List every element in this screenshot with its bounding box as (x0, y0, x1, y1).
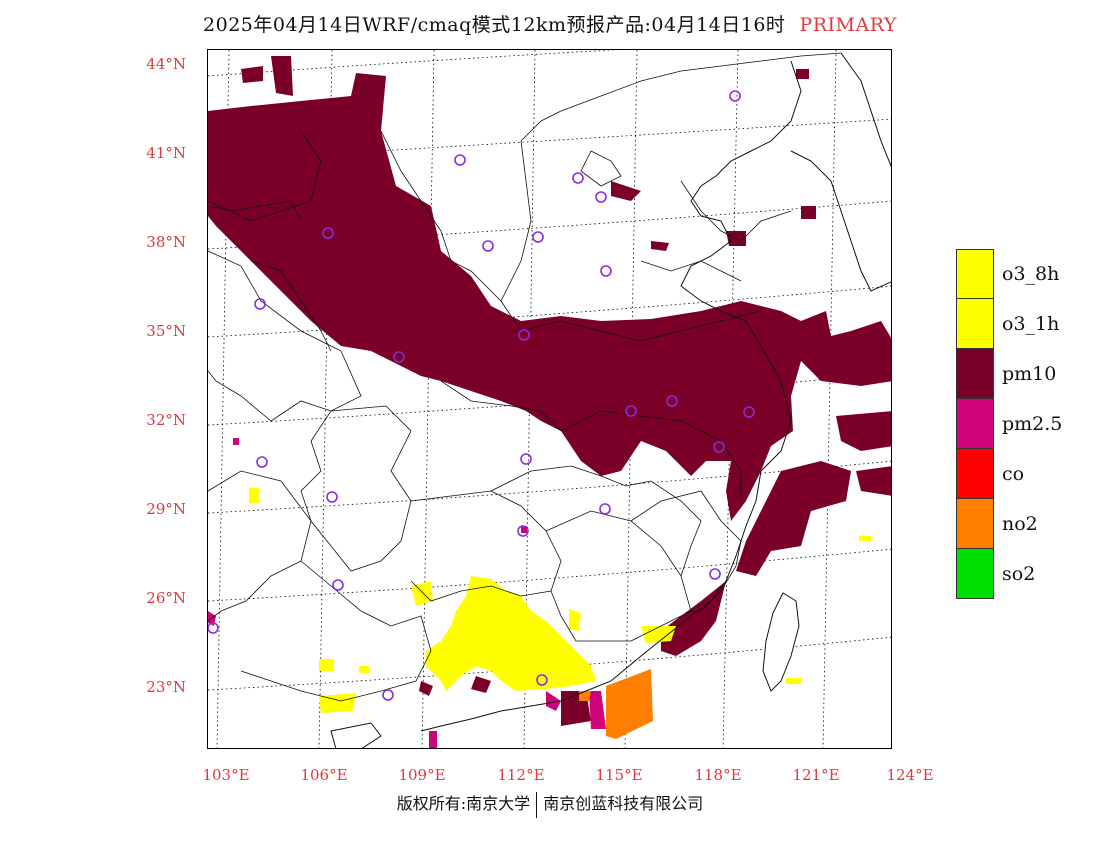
footer-left: 版权所有:南京大学 (396, 794, 531, 813)
lon-label-103: 103°E (202, 766, 250, 784)
pm25-region (208, 438, 606, 748)
lat-label-44: 44°N (146, 55, 186, 73)
map-title: 2025年04月14日WRF/cmaq模式12km预报产品:04月14日16时 P… (0, 10, 1100, 37)
legend-item-no2: no2 (956, 499, 1062, 549)
title-tag: PRIMARY (799, 14, 897, 36)
legend-swatch (956, 399, 994, 449)
legend-swatch (956, 249, 994, 299)
o3-region (249, 488, 871, 713)
legend-item-o3-1h: o3_1h (956, 299, 1062, 349)
coastline (420, 52, 891, 732)
lon-label-109: 109°E (398, 766, 446, 784)
lat-label-32: 32°N (146, 411, 186, 429)
lat-label-29: 29°N (146, 500, 186, 518)
lat-label-23: 23°N (146, 678, 186, 696)
footer-separator (536, 791, 538, 818)
lon-label-106: 106°E (300, 766, 348, 784)
lon-label-115: 115°E (595, 766, 643, 784)
lon-label-118: 118°E (694, 766, 742, 784)
legend-label: no2 (1002, 513, 1038, 535)
legend-label: o3_1h (1002, 313, 1060, 335)
legend-item-pm25: pm2.5 (956, 399, 1062, 449)
lat-label-38: 38°N (146, 233, 186, 251)
legend-item-so2: so2 (956, 549, 1062, 599)
footer-right: 南京创蓝科技有限公司 (543, 794, 704, 813)
map-panel[interactable] (207, 49, 892, 749)
legend-item-o3-8h: o3_8h (956, 249, 1062, 299)
hainan-outline (330, 722, 382, 748)
legend-item-co: co (956, 449, 1062, 499)
station-markers (208, 90, 755, 701)
lon-label-112: 112°E (497, 766, 545, 784)
legend-label: co (1002, 463, 1025, 485)
lat-label-35: 35°N (146, 322, 186, 340)
lat-label-26: 26°N (146, 589, 186, 607)
lat-label-41: 41°N (146, 144, 186, 162)
lon-label-121: 121°E (792, 766, 840, 784)
legend-label: so2 (1002, 563, 1036, 585)
lon-label-124: 124°E (886, 766, 934, 784)
map-canvas (208, 50, 891, 748)
pollutant-legend: o3_8h o3_1h pm10 pm2.5 co no2 so2 (956, 249, 1062, 599)
legend-item-pm10: pm10 (956, 349, 1062, 399)
title-main: 2025年04月14日WRF/cmaq模式12km预报产品:04月14日16时 (203, 14, 786, 36)
legend-label: pm10 (1002, 363, 1057, 385)
legend-swatch (956, 549, 994, 599)
copyright-footer: 版权所有:南京大学 南京创蓝科技有限公司 (0, 790, 1100, 818)
no2-region (579, 669, 653, 739)
legend-label: pm2.5 (1002, 413, 1063, 435)
legend-label: o3_8h (1002, 263, 1060, 285)
legend-swatch (956, 499, 994, 549)
taiwan-outline (762, 592, 800, 692)
province-boundaries (208, 52, 842, 702)
legend-swatch (956, 299, 994, 349)
legend-swatch (956, 349, 994, 399)
legend-swatch (956, 449, 994, 499)
